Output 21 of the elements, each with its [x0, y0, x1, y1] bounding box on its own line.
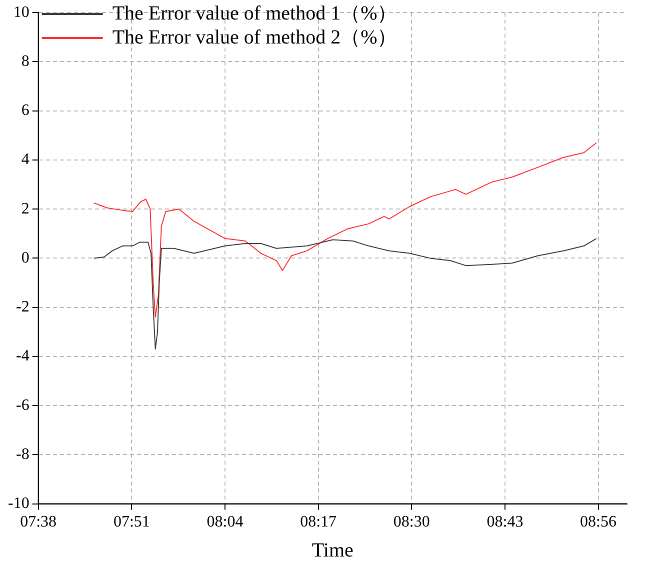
legend-label: The Error value of method 1（%）: [112, 2, 398, 24]
x-tick-label: 08:17: [300, 514, 337, 531]
y-tick-label: -2: [16, 298, 30, 316]
x-tick-label: 07:51: [113, 514, 150, 531]
y-tick-label: -4: [16, 348, 30, 365]
x-tick-label: 08:30: [393, 514, 430, 531]
y-tick-label: 0: [21, 249, 30, 266]
y-tick-label: 6: [21, 102, 30, 120]
x-tick-label: 08:04: [206, 514, 244, 531]
y-tick-label: 2: [21, 200, 30, 218]
x-tick-label: 08:43: [486, 514, 524, 531]
y-tick-label: -8: [16, 446, 30, 463]
y-tick-label: 10: [13, 4, 30, 21]
x-axis-title: Time: [312, 539, 354, 562]
y-tick-label: 8: [21, 52, 30, 70]
y-tick-label: -6: [16, 396, 30, 414]
y-tick-label: -10: [8, 495, 30, 512]
y-tick-label: 4: [21, 151, 30, 168]
legend-label: The Error value of method 2（%）: [112, 26, 398, 48]
x-tick-label: 08:56: [580, 514, 616, 531]
x-tick-label: 07:38: [20, 514, 57, 531]
